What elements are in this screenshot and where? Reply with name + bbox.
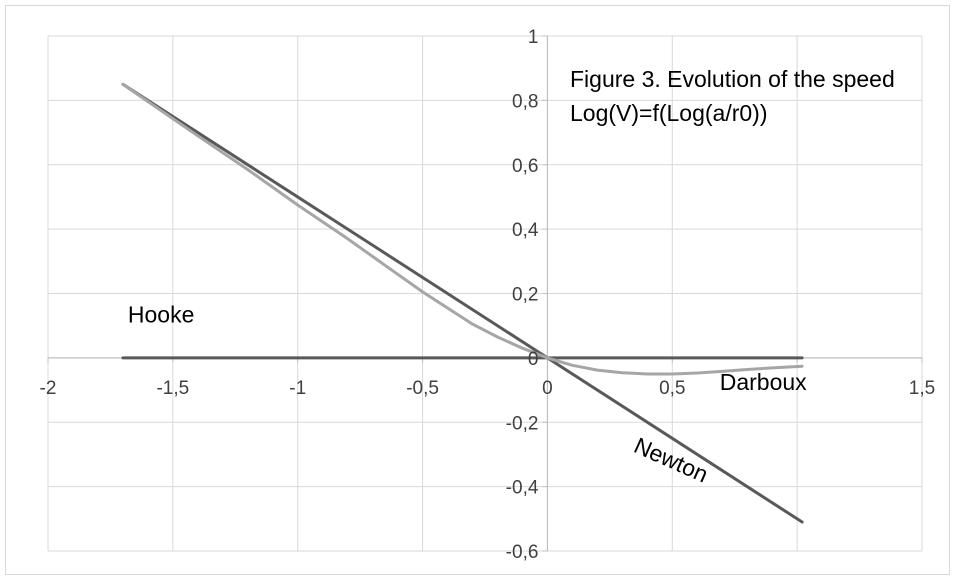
- x-tick-label: 0,5: [659, 378, 685, 399]
- x-tick-label: 1,5: [909, 378, 935, 399]
- y-tick-label: 0,6: [512, 156, 538, 177]
- y-tick-label: 1: [528, 27, 539, 48]
- y-tick-label: -0,4: [506, 478, 539, 499]
- x-tick-label: -1: [289, 378, 306, 399]
- annotation-label: Hooke: [128, 301, 194, 327]
- chart-title-line-2: Log(V)=f(Log(a/r0)): [570, 100, 768, 126]
- x-tick-label: -1,5: [156, 378, 189, 399]
- y-tick-label: -0,2: [506, 413, 539, 434]
- chart-title-line-1: Figure 3. Evolution of the speed: [570, 66, 895, 92]
- x-tick-label: 0: [542, 378, 553, 399]
- y-tick-label: -0,6: [506, 542, 539, 563]
- y-tick-label: 0,2: [512, 285, 538, 306]
- y-tick-label: 0: [528, 349, 539, 370]
- annotation-label: Darboux: [720, 369, 807, 395]
- x-tick-label: -0,5: [406, 378, 439, 399]
- x-tick-label: -2: [40, 378, 57, 399]
- y-tick-label: 0,4: [512, 220, 539, 241]
- y-tick-label: 0,8: [512, 91, 538, 112]
